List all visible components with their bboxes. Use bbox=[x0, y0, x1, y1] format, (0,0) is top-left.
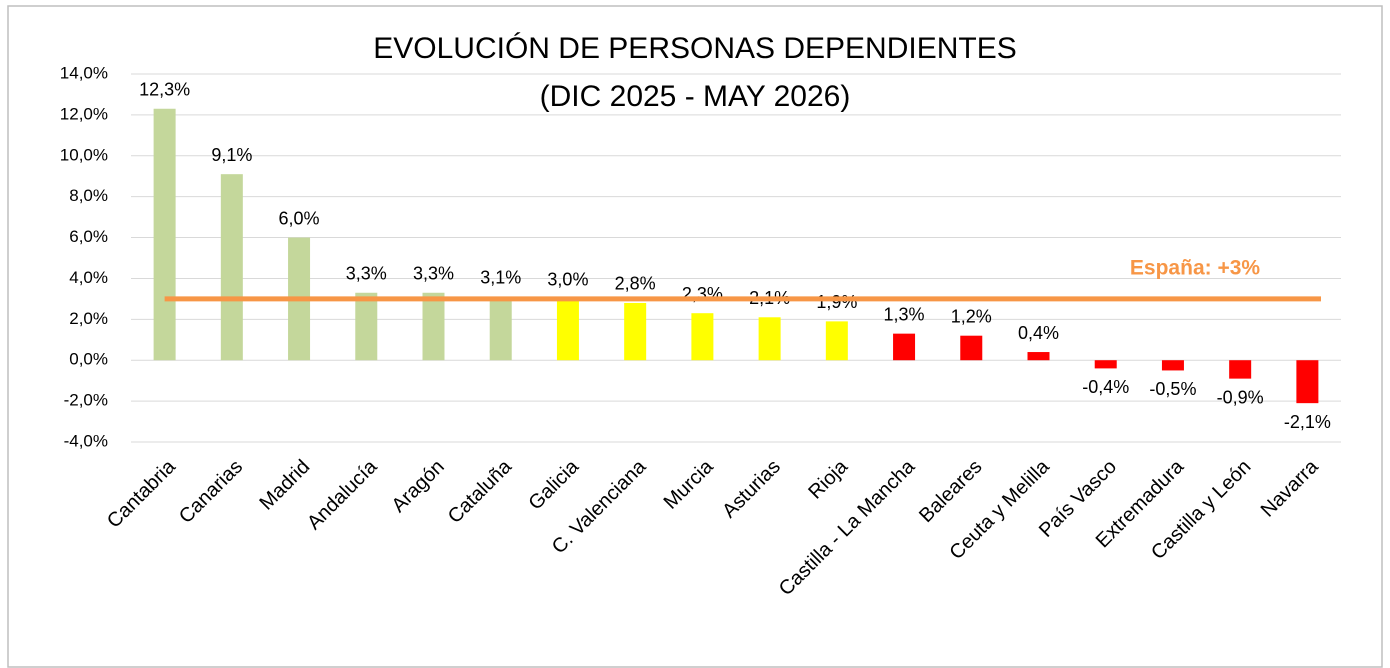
chart-subtitle: (DIC 2025 - MAY 2026) bbox=[540, 80, 851, 113]
data-label: -2,1% bbox=[1284, 412, 1331, 432]
data-label: 0,4% bbox=[1018, 323, 1059, 343]
bar bbox=[691, 313, 714, 361]
y-tick-label: 0,0% bbox=[69, 350, 108, 369]
data-label: 1,2% bbox=[951, 306, 992, 326]
bar bbox=[1296, 360, 1319, 404]
data-label: 3,3% bbox=[413, 264, 454, 284]
data-label: 2,8% bbox=[615, 274, 656, 294]
data-label: -0,4% bbox=[1082, 377, 1129, 397]
bar bbox=[355, 292, 378, 361]
data-label: 12,3% bbox=[139, 80, 190, 100]
chart-title: EVOLUCIÓN DE PERSONAS DEPENDIENTES bbox=[373, 32, 1016, 65]
data-label: 1,9% bbox=[816, 292, 857, 312]
y-tick-label: -2,0% bbox=[64, 391, 108, 410]
bar bbox=[758, 317, 781, 361]
y-tick-label: 10,0% bbox=[60, 145, 108, 164]
reference-label: España: +3% bbox=[1130, 256, 1260, 279]
data-label: 9,1% bbox=[211, 145, 252, 165]
bar bbox=[220, 174, 243, 361]
bar bbox=[1229, 360, 1252, 379]
y-tick-label: 2,0% bbox=[69, 309, 108, 328]
y-tick-label: 6,0% bbox=[69, 227, 108, 246]
bar bbox=[422, 292, 445, 361]
y-tick-label: 8,0% bbox=[69, 186, 108, 205]
bar bbox=[556, 298, 579, 361]
y-tick-label: 4,0% bbox=[69, 268, 108, 287]
bar bbox=[960, 335, 983, 361]
bar bbox=[1161, 360, 1184, 371]
y-tick-label: 12,0% bbox=[60, 104, 108, 123]
data-label: 6,0% bbox=[279, 208, 320, 228]
bar bbox=[153, 108, 176, 361]
bar bbox=[489, 296, 512, 361]
data-label: 3,1% bbox=[480, 268, 521, 288]
bar bbox=[624, 302, 647, 361]
y-tick-label: -4,0% bbox=[64, 431, 108, 450]
y-tick-label: 14,0% bbox=[60, 63, 108, 82]
data-label: -0,9% bbox=[1217, 387, 1264, 407]
bar bbox=[1027, 352, 1050, 361]
bar bbox=[893, 333, 916, 361]
bar bbox=[825, 321, 848, 361]
data-label: 1,3% bbox=[884, 304, 925, 324]
data-label: 3,3% bbox=[346, 264, 387, 284]
data-label: 3,0% bbox=[547, 270, 588, 290]
data-label: -0,5% bbox=[1149, 379, 1196, 399]
bar bbox=[1094, 360, 1117, 369]
